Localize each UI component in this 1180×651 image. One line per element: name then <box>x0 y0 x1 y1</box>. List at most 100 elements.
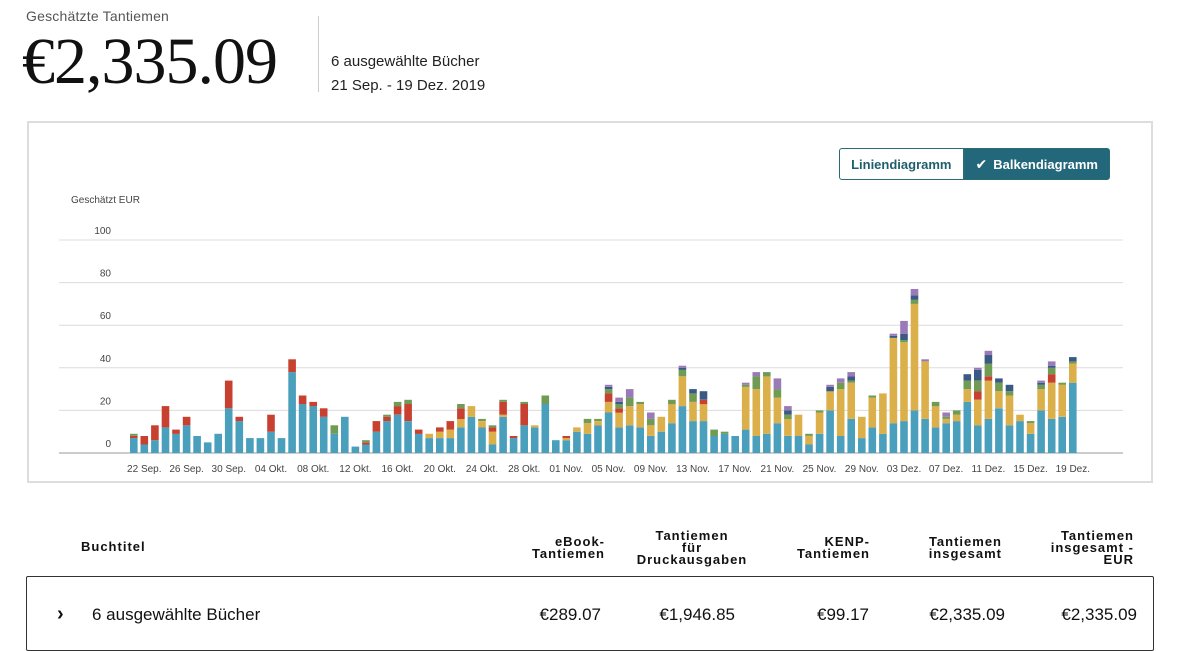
bar-segment[interactable] <box>689 421 697 453</box>
bar-segment[interactable] <box>1016 421 1024 453</box>
bar-segment[interactable] <box>678 369 687 377</box>
bar-segment[interactable] <box>1026 423 1035 434</box>
column-header-ebook[interactable]: eBook- Tantiemen <box>505 535 605 560</box>
bar-segment[interactable] <box>984 363 993 377</box>
bar-segment[interactable] <box>615 404 623 409</box>
bar-segment[interactable] <box>562 438 571 441</box>
bar-segment[interactable] <box>446 421 455 430</box>
bar-segment[interactable] <box>974 380 982 392</box>
bar-segment[interactable] <box>647 425 655 436</box>
bar-segment[interactable] <box>393 414 402 453</box>
bar-segment[interactable] <box>604 389 613 394</box>
bar-segment[interactable] <box>499 399 507 402</box>
bar-segment[interactable] <box>214 433 222 453</box>
bar-segment[interactable] <box>604 384 613 387</box>
bar-segment[interactable] <box>805 433 813 436</box>
bar-segment[interactable] <box>362 444 370 454</box>
bar-segment[interactable] <box>668 399 676 405</box>
bar-segment[interactable] <box>974 399 982 426</box>
bar-segment[interactable] <box>879 393 887 434</box>
bar-segment[interactable] <box>1037 410 1045 453</box>
bar-segment[interactable] <box>847 380 855 383</box>
bar-segment[interactable] <box>383 416 391 422</box>
bar-segment[interactable] <box>710 436 718 453</box>
bar-segment[interactable] <box>351 446 360 453</box>
bar-segment[interactable] <box>330 425 339 434</box>
column-header-kenp[interactable]: KENP- Tantiemen <box>770 535 870 560</box>
bar-segment[interactable] <box>900 421 908 453</box>
bar-segment[interactable] <box>182 416 191 426</box>
bar-segment[interactable] <box>984 376 993 381</box>
bar-segment[interactable] <box>847 382 855 419</box>
bar-segment[interactable] <box>900 340 908 343</box>
bar-segment[interactable] <box>921 359 929 362</box>
bar-segment[interactable] <box>594 418 602 421</box>
bar-segment[interactable] <box>130 433 138 436</box>
bar-segment[interactable] <box>509 438 518 453</box>
bar-segment[interactable] <box>731 436 739 453</box>
bar-segment[interactable] <box>942 412 950 417</box>
bar-segment[interactable] <box>583 433 592 453</box>
bar-segment[interactable] <box>678 376 687 407</box>
bar-segment[interactable] <box>636 401 644 404</box>
bar-segment[interactable] <box>541 404 550 453</box>
bar-segment[interactable] <box>615 408 623 413</box>
bar-segment[interactable] <box>974 369 982 381</box>
bar-segment[interactable] <box>604 387 613 390</box>
bar-segment[interactable] <box>151 440 159 453</box>
bar-segment[interactable] <box>457 418 465 428</box>
bar-segment[interactable] <box>414 433 423 453</box>
bar-segment[interactable] <box>130 436 138 439</box>
bar-segment[interactable] <box>478 421 486 428</box>
bar-segment[interactable] <box>541 395 550 405</box>
bar-segment[interactable] <box>615 412 623 428</box>
bar-segment[interactable] <box>868 427 877 453</box>
bar-segment[interactable] <box>1047 367 1056 375</box>
bar-segment[interactable] <box>1005 391 1014 396</box>
bar-segment[interactable] <box>573 427 581 432</box>
bar-segment[interactable] <box>594 421 602 426</box>
bar-segment[interactable] <box>773 378 782 390</box>
bar-segment[interactable] <box>763 433 771 453</box>
bar-segment[interactable] <box>963 401 972 453</box>
bar-segment[interactable] <box>604 393 613 402</box>
bar-segment[interactable] <box>836 382 845 390</box>
bar-segment[interactable] <box>879 433 887 453</box>
bar-segment[interactable] <box>678 367 687 370</box>
bar-segment[interactable] <box>889 335 898 338</box>
bar-segment[interactable] <box>900 342 908 421</box>
bar-segment[interactable] <box>836 436 845 453</box>
bar-segment[interactable] <box>520 404 528 426</box>
bar-segment[interactable] <box>193 436 201 453</box>
line-chart-button[interactable]: Liniendiagramm <box>839 148 964 180</box>
bar-segment[interactable] <box>1069 357 1077 362</box>
bar-segment[interactable] <box>1005 395 1014 426</box>
bar-segment[interactable] <box>889 338 898 424</box>
column-header-total[interactable]: Tantiemen insgesamt <box>890 535 1002 560</box>
bar-segment[interactable] <box>436 427 444 432</box>
bar-segment[interactable] <box>668 423 676 453</box>
bar-segment[interactable] <box>952 414 961 422</box>
bar-segment[interactable] <box>172 429 180 434</box>
bar-segment[interactable] <box>235 421 244 453</box>
bar-segment[interactable] <box>457 404 465 409</box>
bar-segment[interactable] <box>699 421 708 453</box>
bar-segment[interactable] <box>805 436 813 445</box>
bar-segment[interactable] <box>488 444 497 454</box>
bar-segment[interactable] <box>362 442 370 445</box>
bar-segment[interactable] <box>288 372 296 453</box>
bar-segment[interactable] <box>436 431 444 439</box>
bar-segment[interactable] <box>678 365 687 368</box>
column-header-total-eur[interactable]: Tantiemen insgesamt - EUR <box>1020 529 1134 566</box>
bar-segment[interactable] <box>330 433 339 453</box>
bar-segment[interactable] <box>446 438 455 453</box>
bar-segment[interactable] <box>615 427 623 453</box>
bar-segment[interactable] <box>815 410 824 413</box>
bar-segment[interactable] <box>784 406 792 411</box>
bar-segment[interactable] <box>984 355 993 364</box>
bar-segment[interactable] <box>636 404 644 428</box>
bar-segment[interactable] <box>1058 382 1066 385</box>
bar-segment[interactable] <box>784 418 792 436</box>
bar-segment[interactable] <box>436 438 444 453</box>
bar-segment[interactable] <box>520 401 528 404</box>
